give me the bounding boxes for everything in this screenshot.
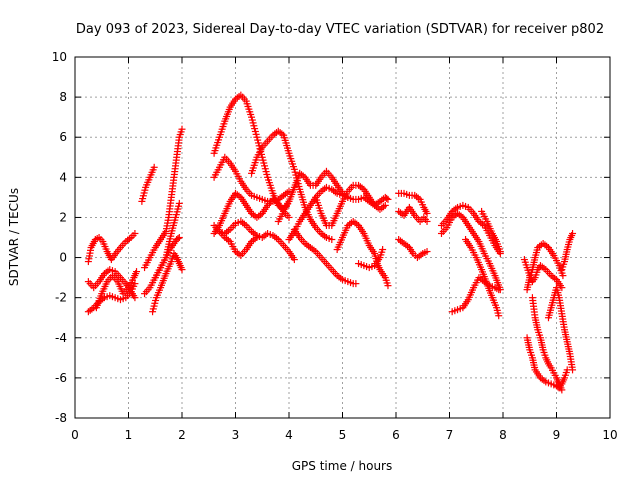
data-point <box>496 248 504 256</box>
data-point <box>253 234 261 241</box>
y-tick-label: -6 <box>55 371 67 385</box>
data-points <box>84 91 577 394</box>
x-tick-labels: 0 1 2 3 4 5 6 7 8 9 10 <box>71 428 617 442</box>
data-point <box>352 280 360 288</box>
data-point <box>178 266 186 274</box>
x-tick-label: 8 <box>499 428 507 442</box>
data-point <box>495 312 503 320</box>
axes <box>74 56 611 419</box>
y-tick-labels: -8 -6 -4 -2 0 2 4 6 8 10 <box>52 50 67 425</box>
data-point <box>569 229 577 237</box>
data-point <box>178 125 186 133</box>
x-tick-label: 1 <box>125 428 133 442</box>
y-axis-label: SDTVAR / TECUs <box>7 188 21 286</box>
data-point <box>495 286 503 294</box>
data-point <box>423 209 431 217</box>
x-tick-label: 9 <box>553 428 561 442</box>
data-point <box>569 366 577 374</box>
x-tick-label: 0 <box>71 428 79 442</box>
data-point <box>423 248 431 256</box>
x-tick-label: 10 <box>602 428 617 442</box>
x-tick-label: 5 <box>339 428 347 442</box>
y-tick-label: 8 <box>59 90 67 104</box>
y-tick-label: -2 <box>55 291 67 305</box>
x-axis-label: GPS time / hours <box>292 459 393 473</box>
y-tick-label: -8 <box>55 411 67 425</box>
x-tick-label: 7 <box>446 428 454 442</box>
data-point <box>384 195 392 203</box>
data-point <box>384 282 392 290</box>
data-point <box>150 163 158 171</box>
x-tick-label: 3 <box>232 428 240 442</box>
data-point <box>328 236 336 244</box>
data-point <box>175 199 183 207</box>
x-tick-label: 4 <box>285 428 293 442</box>
y-tick-label: 0 <box>59 251 67 265</box>
data-point <box>131 280 139 288</box>
data-point <box>131 229 139 237</box>
x-tick-label: 6 <box>392 428 400 442</box>
y-tick-label: -4 <box>55 331 67 345</box>
data-point <box>559 272 567 280</box>
data-point <box>290 256 298 264</box>
data-point <box>175 234 183 241</box>
x-tick-label: 2 <box>178 428 186 442</box>
data-point <box>423 217 431 225</box>
data-point <box>558 386 566 394</box>
data-point <box>383 194 391 202</box>
data-point <box>285 213 293 221</box>
data-point <box>174 235 182 243</box>
y-tick-label: 4 <box>59 170 67 184</box>
y-tick-label: 6 <box>59 130 67 144</box>
y-tick-label: 10 <box>52 50 67 64</box>
y-tick-label: 2 <box>59 210 67 224</box>
data-point <box>379 246 387 254</box>
data-point <box>381 201 389 209</box>
chart-title: Day 093 of 2023, Sidereal Day-to-day VTE… <box>76 22 604 37</box>
data-point <box>133 268 141 276</box>
data-point <box>131 294 139 302</box>
